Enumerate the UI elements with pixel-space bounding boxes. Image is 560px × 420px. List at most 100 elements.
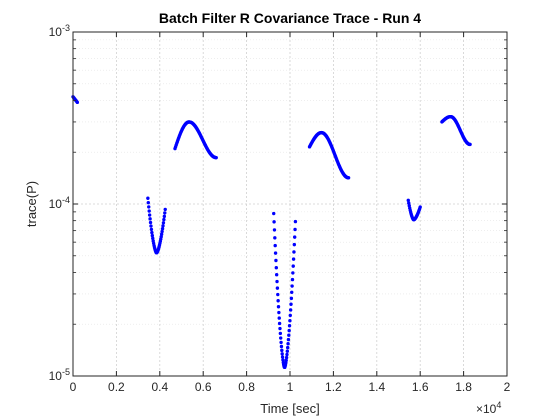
data-point [276, 299, 280, 303]
data-point [288, 308, 293, 312]
data-point [289, 296, 294, 301]
data-point [287, 328, 291, 333]
data-point [275, 286, 280, 290]
data-point [147, 209, 151, 213]
data-point [148, 220, 153, 225]
data-point [284, 355, 289, 360]
data-point [273, 243, 277, 248]
x-tick-label: 1.8 [455, 380, 472, 394]
data-point [277, 310, 281, 315]
data-point [289, 302, 293, 306]
data-point [286, 337, 291, 342]
data-point [159, 232, 164, 236]
data-point [75, 100, 80, 105]
data-point [279, 336, 283, 340]
x-tick-label: 0.6 [195, 380, 212, 394]
data-point [163, 211, 167, 215]
data-point [149, 227, 154, 232]
x-tick-label: 2 [504, 380, 511, 394]
data-point [292, 235, 297, 239]
x-tick-label: 1.2 [325, 380, 342, 394]
data-point [278, 326, 282, 331]
x-tick-label: 0 [70, 380, 77, 394]
y-tick-label-exponent: -4 [62, 195, 70, 205]
data-point [276, 305, 281, 309]
data-point [280, 352, 284, 356]
data-point [468, 142, 472, 147]
data-point [150, 230, 154, 235]
data-point [272, 211, 276, 216]
major-grid [73, 32, 507, 376]
x-axis-multiplier: ×104 [476, 400, 501, 416]
data-point [293, 219, 298, 224]
data-point [287, 324, 292, 328]
data-point [274, 266, 278, 270]
data-point [277, 321, 282, 326]
data-point [278, 331, 283, 336]
data-point [148, 217, 152, 221]
data-point [346, 176, 351, 180]
data-point [149, 224, 153, 228]
data-point [275, 279, 279, 284]
data-point [276, 292, 280, 297]
data-point [279, 340, 283, 345]
data-point [286, 345, 290, 350]
y-tick-label: 10-4 [49, 195, 70, 211]
x-tick-label: 0.4 [151, 380, 168, 394]
data-point [272, 228, 277, 232]
x-tick-label: 1 [287, 380, 294, 394]
data-point [150, 233, 155, 238]
data-point [272, 220, 276, 224]
data-point [407, 201, 411, 205]
data-point [290, 290, 294, 294]
data-point [291, 257, 296, 261]
data-point [146, 200, 151, 205]
x-axis-multiplier-exponent: 4 [496, 400, 501, 410]
data-point [284, 358, 288, 363]
y-tick-label: 10-3 [49, 23, 70, 39]
y-tick-label-exponent: -3 [62, 23, 70, 33]
data-point [273, 251, 278, 255]
data-point [288, 313, 292, 318]
x-tick-label: 0.8 [238, 380, 255, 394]
data-point [291, 271, 295, 275]
y-tick-label-exponent: -5 [62, 367, 70, 377]
data-point [147, 213, 152, 217]
data-point [279, 344, 284, 349]
y-tick-label-base: 10 [49, 25, 63, 39]
y-tick-label: 10-5 [49, 367, 70, 383]
data-point [290, 284, 294, 288]
data-point [418, 205, 422, 209]
data-point [277, 316, 281, 320]
chart-title: Batch Filter R Covariance Trace - Run 4 [159, 10, 421, 26]
data-point [406, 198, 410, 203]
data-point [160, 229, 164, 234]
data-point [285, 352, 289, 357]
data-point [147, 205, 151, 209]
data-point [214, 155, 218, 160]
data-point [163, 207, 167, 212]
data-point [280, 355, 285, 359]
data-point [292, 250, 296, 254]
data-point [281, 358, 285, 362]
data-point [274, 258, 278, 263]
data-point [161, 221, 166, 225]
data-point [162, 214, 167, 219]
data-point [151, 236, 155, 241]
x-tick-label: 1.4 [368, 380, 385, 394]
data-point [274, 273, 279, 277]
data-point [280, 348, 284, 353]
x-tick-labels: 0 0.2 0.4 0.6 0.8 1 1.2 1.4 1.6 1.8 2 [70, 380, 511, 394]
axis-ticks [72, 31, 508, 377]
data-point [290, 277, 295, 282]
data-point [292, 242, 297, 247]
x-axis-label: Time [sec] [260, 401, 319, 416]
y-tick-label-base: 10 [49, 197, 63, 211]
data-point [159, 235, 163, 239]
y-tick-labels: 10-510-410-3 [49, 23, 70, 383]
data-point [293, 227, 297, 232]
data-point [287, 333, 291, 337]
y-tick-label-base: 10 [49, 369, 63, 383]
data-point [146, 196, 150, 200]
